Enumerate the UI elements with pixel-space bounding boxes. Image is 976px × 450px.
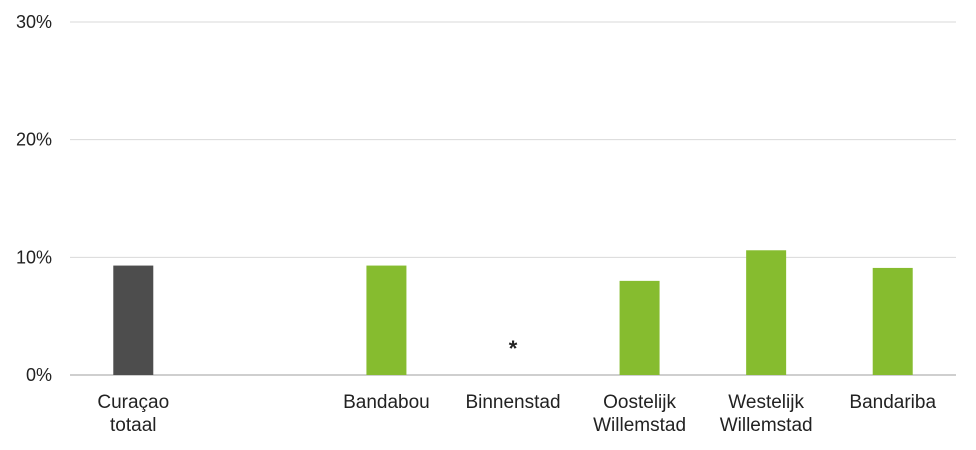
gridlines bbox=[70, 21, 956, 376]
x-axis-labels: Curaçao totaal Bandabou Binnenstad Oostelijk… bbox=[97, 392, 936, 436]
x-tick-label: Binnenstad bbox=[465, 392, 560, 413]
bar bbox=[619, 280, 660, 375]
bars bbox=[113, 250, 913, 375]
bar bbox=[872, 267, 913, 375]
y-tick-label: 30% bbox=[16, 12, 52, 32]
y-axis-ticks: 0% 10% 20% 30% bbox=[16, 12, 52, 385]
x-tick-label: Westelijk Willemstad bbox=[720, 392, 813, 436]
bar bbox=[366, 265, 407, 375]
y-tick-label: 0% bbox=[26, 365, 52, 385]
bar bbox=[113, 265, 154, 375]
y-tick-label: 10% bbox=[16, 247, 52, 267]
x-tick-label: Oostelijk Willemstad bbox=[593, 392, 686, 436]
x-tick-label: Curaçao totaal bbox=[97, 392, 169, 436]
y-tick-label: 20% bbox=[16, 130, 52, 150]
annotations: * bbox=[509, 336, 518, 361]
bar bbox=[746, 250, 787, 375]
annotation-asterisk: * bbox=[509, 336, 518, 361]
x-tick-label: Bandariba bbox=[849, 392, 936, 413]
x-tick-label: Bandabou bbox=[343, 392, 430, 413]
